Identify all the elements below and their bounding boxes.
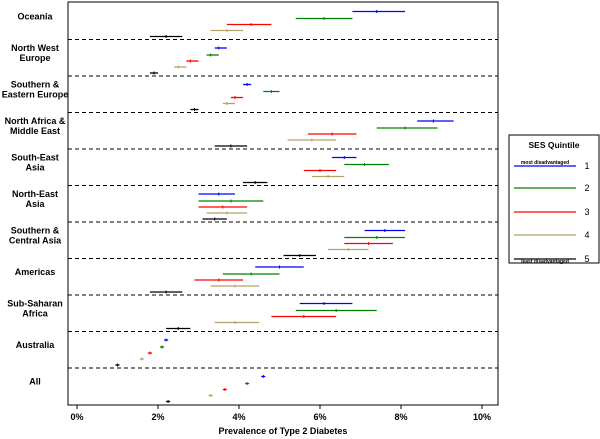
x-tick-label: 2% — [151, 412, 164, 422]
x-axis-title: Prevalence of Type 2 Diabetes — [219, 426, 348, 436]
legend-label: 3 — [584, 207, 589, 217]
group-label: Africa — [22, 309, 49, 319]
group-label: Oceania — [17, 12, 53, 22]
x-tick-label: 6% — [313, 412, 326, 422]
group-label: North West — [11, 43, 59, 53]
group-label: North-East — [12, 189, 58, 199]
group-label: All — [29, 377, 41, 387]
plot-frame — [67, 1, 499, 406]
group-label: Americas — [15, 267, 56, 277]
group-label: Eastern Europe — [2, 90, 69, 100]
legend-note: most disadvantaged — [521, 160, 569, 166]
x-tick-label: 0% — [70, 412, 83, 422]
x-axis: 0% 2% 4% 6% 8% 10% — [70, 405, 491, 422]
group-label: South-East — [11, 153, 59, 163]
group-label: Asia — [25, 199, 45, 209]
group-label: Asia — [25, 163, 45, 173]
x-tick-label: 10% — [473, 412, 491, 422]
group-label: Southern & — [11, 80, 60, 90]
group-label: North Africa & — [5, 116, 66, 126]
group-separators — [68, 39, 498, 369]
interval-marks — [115, 10, 454, 403]
legend-label: 4 — [584, 230, 589, 240]
legend-label: 1 — [584, 161, 589, 171]
group-label: Southern & — [11, 226, 60, 236]
group-label: Central Asia — [9, 236, 62, 246]
legend-note: least disadvantaged — [521, 259, 569, 265]
x-tick-label: 8% — [394, 412, 407, 422]
legend: SES Quintile 1 most disadvantaged 2 3 4 5 leas… — [508, 134, 600, 265]
legend-title: SES Quintile — [528, 140, 579, 150]
group-label: Middle East — [10, 126, 60, 136]
x-tick-label: 4% — [232, 412, 245, 422]
legend-box — [508, 134, 600, 264]
group-label: Europe — [19, 53, 50, 63]
group-label: Australia — [16, 340, 56, 350]
legend-label: 2 — [584, 183, 589, 193]
legend-label: 5 — [584, 254, 589, 264]
group-label: Sub-Saharan — [7, 299, 63, 309]
